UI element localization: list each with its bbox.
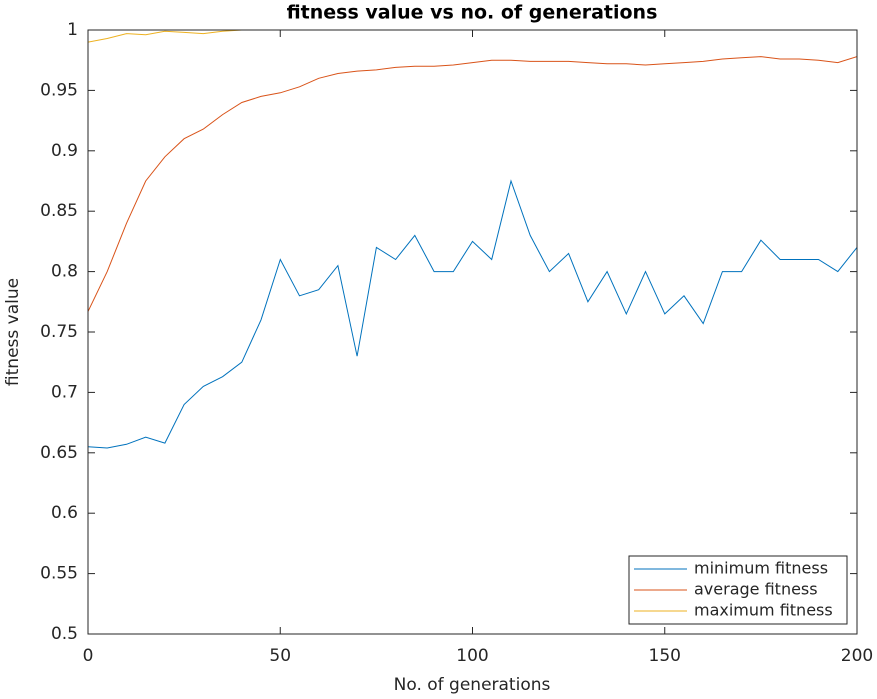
legend-label: maximum fitness [694, 601, 833, 620]
y-tick-label: 0.65 [40, 443, 78, 463]
y-tick-label: 0.95 [40, 80, 78, 100]
y-tick-label: 0.9 [51, 141, 78, 161]
legend-label: average fitness [694, 580, 818, 599]
y-tick-label: 1 [67, 20, 78, 40]
y-tick-label: 0.5 [51, 624, 78, 644]
chart-title: fitness value vs no. of generations [287, 2, 658, 24]
x-tick-label: 150 [649, 646, 681, 666]
y-tick-label: 0.55 [40, 564, 78, 584]
x-tick-label: 0 [83, 646, 94, 666]
legend: minimum fitness average fitness maximum fi… [628, 555, 848, 625]
data-line [88, 179, 857, 449]
x-tick-label: 200 [841, 646, 873, 666]
data-line [88, 56, 857, 312]
plot-frame [87, 29, 858, 635]
x-axis-label: No. of generations [394, 675, 551, 695]
y-tick-label: 0.6 [51, 503, 78, 523]
y-tick-label: 0.75 [40, 322, 78, 342]
y-tick-label: 0.7 [51, 382, 78, 402]
y-tick-label: 0.85 [40, 201, 78, 221]
legend-label: minimum fitness [694, 559, 828, 578]
x-tick-label: 50 [269, 646, 291, 666]
y-axis-label: fitness value [3, 278, 23, 386]
y-tick-label: 0.8 [51, 262, 78, 282]
x-tick-label: 100 [456, 646, 488, 666]
